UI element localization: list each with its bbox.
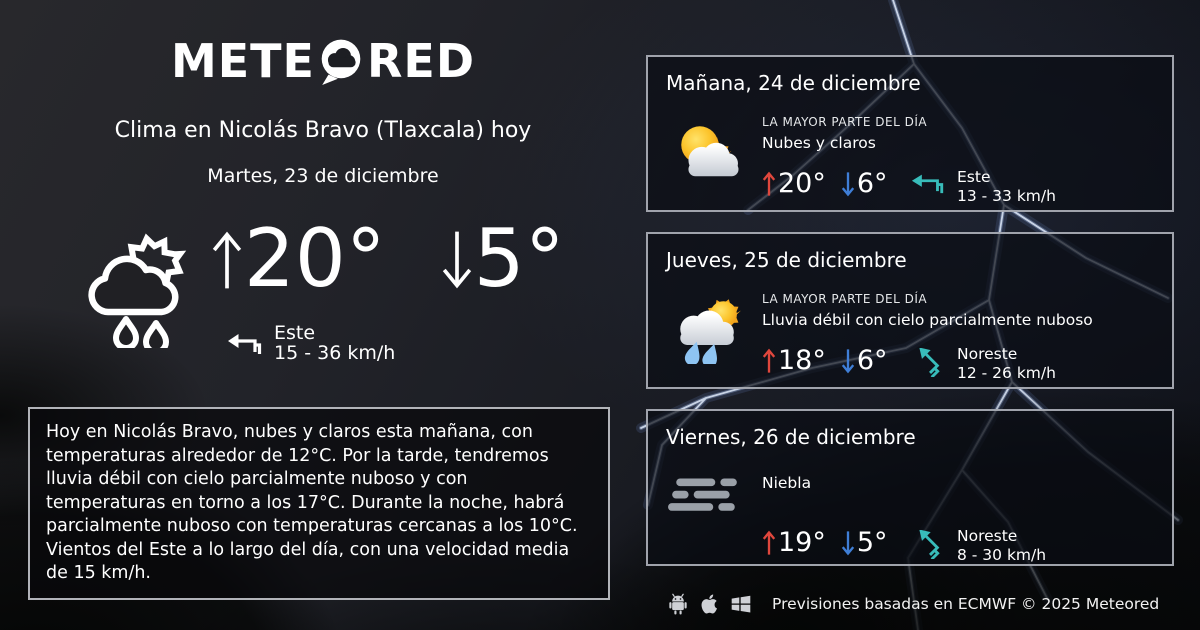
condition-text: Niebla: [762, 474, 812, 492]
card-wind-direction: Noreste: [957, 345, 1018, 363]
card-title: Viernes, 26 de diciembre: [666, 425, 916, 449]
condition-text: Nubes y claros: [762, 134, 876, 152]
forecast-card-jueves[interactable]: Jueves, 25 de diciembre: [646, 232, 1174, 389]
wind-from-northeast-icon: [919, 348, 940, 377]
logo: METE RED: [0, 34, 646, 88]
card-max-temp: 20°: [762, 168, 826, 199]
forecast-card-manana[interactable]: Mañana, 24 de diciembre: [646, 55, 1174, 212]
arrow-down-icon: [841, 348, 855, 373]
period-label: LA MAYOR PARTE DEL DÍA: [762, 115, 928, 129]
apple-icon[interactable]: [699, 592, 719, 616]
arrow-up-icon: [212, 231, 242, 289]
attribution-text: Previsiones basadas en ECMWF © 2025 Mete…: [772, 595, 1160, 613]
forecast-summary: Hoy en Nicolás Bravo, nubes y claros est…: [28, 407, 610, 600]
arrow-down-icon: [841, 171, 855, 196]
today-temps: 20° 5°: [210, 219, 565, 299]
arrow-down-icon: [442, 231, 471, 289]
card-min-temp: 6°: [841, 345, 888, 376]
card-wind-speed: 8 - 30 km/h: [957, 546, 1047, 564]
card-max-temp: 19°: [762, 527, 826, 558]
card-title: Mañana, 24 de diciembre: [666, 71, 921, 95]
cloud-speech-bubble-icon: [321, 39, 361, 85]
forecast-card-viernes[interactable]: Viernes, 26 de diciembre N: [646, 409, 1174, 566]
meteored-logo[interactable]: METE RED: [171, 34, 475, 88]
card-wind: Este 13 - 33 km/h: [910, 168, 1056, 206]
arrow-up-icon: [762, 171, 776, 196]
logo-text-left: METE: [170, 34, 315, 88]
logo-text-right: RED: [366, 34, 476, 88]
card-wind-speed: 13 - 33 km/h: [957, 187, 1056, 205]
today-wind-speed: 15 - 36 km/h: [274, 341, 396, 364]
arrow-up-icon: [762, 530, 776, 555]
today-wind: Este 15 - 36 km/h: [226, 322, 396, 364]
wind-from-northeast-icon: [919, 530, 940, 559]
sun-cloud-rain-outline-icon: [74, 208, 194, 355]
sun-cloud-icon: [666, 115, 762, 206]
condition-text: Lluvia débil con cielo parcialmente nubo…: [762, 311, 1093, 329]
card-temps: 18° 6°: [762, 345, 910, 376]
windows-icon[interactable]: [730, 593, 752, 615]
arrow-up-icon: [762, 348, 776, 373]
period-label: LA MAYOR PARTE DEL DÍA: [762, 292, 928, 306]
today-max-temp: 20°: [210, 219, 386, 299]
page-title: Clima en Nicolás Bravo (Tlaxcala) hoy: [114, 118, 532, 143]
card-wind-speed: 12 - 26 km/h: [957, 364, 1056, 382]
card-temps: 19° 5°: [762, 527, 910, 558]
card-wind-direction: Este: [957, 168, 991, 186]
card-wind-direction: Noreste: [957, 527, 1018, 545]
arrow-down-icon: [841, 530, 855, 555]
card-max-temp: 18°: [762, 345, 826, 376]
card-min-temp: 5°: [841, 527, 888, 558]
today-min-temp: 5°: [440, 219, 565, 299]
card-wind: Noreste 12 - 26 km/h: [910, 345, 1056, 383]
footer: Previsiones basadas en ECMWF © 2025 Mete…: [668, 592, 1159, 616]
card-title: Jueves, 25 de diciembre: [666, 248, 907, 272]
sun-cloud-rain-icon: [666, 292, 762, 383]
card-temps: 20° 6°: [762, 168, 910, 199]
fog-icon: [666, 469, 762, 565]
card-wind: Noreste 8 - 30 km/h: [910, 527, 1046, 565]
wind-from-east-icon: [228, 334, 262, 354]
android-icon[interactable]: [668, 592, 688, 616]
card-min-temp: 6°: [841, 168, 888, 199]
page-date: Martes, 23 de diciembre: [207, 165, 439, 187]
wind-from-east-icon: [911, 174, 944, 194]
today-wind-direction: Este: [274, 322, 316, 344]
